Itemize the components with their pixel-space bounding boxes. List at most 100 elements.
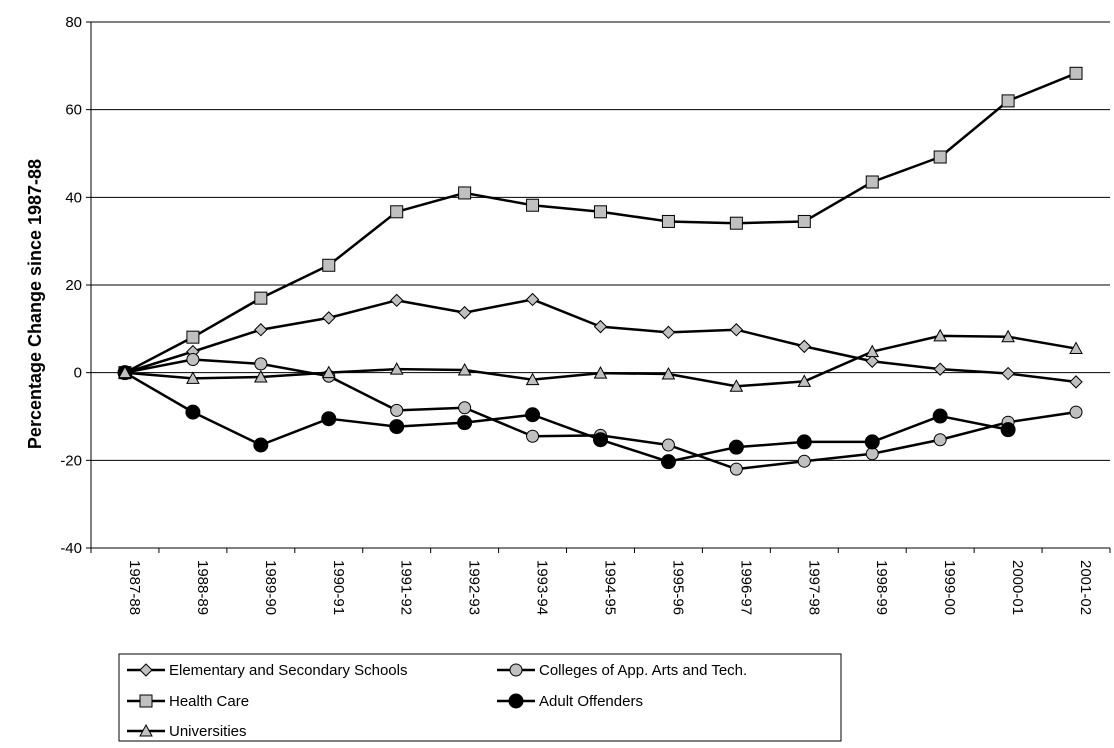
data-point-circle (661, 438, 675, 452)
data-point-circle (457, 415, 473, 431)
x-tick-label: 2001-02 (1077, 560, 1094, 615)
data-point-circle (729, 462, 743, 476)
data-point-circle (1069, 405, 1083, 419)
data-point-triangle (797, 374, 812, 387)
data-point-triangle (457, 362, 472, 376)
data-point-square (390, 205, 404, 219)
legend-label: Health Care (169, 693, 249, 710)
y-tick-label: 60 (65, 102, 82, 119)
x-tick-label: 1996-97 (737, 560, 754, 615)
data-point-circle (1000, 422, 1016, 438)
data-point-circle (526, 429, 540, 443)
legend-box (118, 653, 842, 742)
data-point-diamond (322, 311, 336, 325)
data-point-square (933, 150, 947, 164)
series-elementary-and-secondary-schools (118, 292, 1083, 389)
data-point-circle (865, 447, 879, 461)
data-point-circle (509, 663, 523, 677)
data-point-triangle (729, 379, 744, 392)
data-point-diamond (729, 323, 744, 337)
data-point-diamond (661, 325, 676, 340)
data-point-diamond (139, 663, 153, 677)
data-point-circle (508, 693, 524, 709)
data-point-diamond (593, 319, 608, 334)
y-tick-label: 0 (74, 365, 82, 382)
data-point-square (865, 175, 879, 189)
x-tick-label: 1988-89 (194, 560, 211, 615)
data-point-circle (660, 454, 676, 470)
data-point-circle (253, 437, 269, 453)
data-point-circle (593, 432, 608, 448)
data-point-triangle (1069, 341, 1083, 355)
y-tick-label: 40 (65, 189, 82, 206)
data-point-circle (186, 353, 200, 367)
data-point-triangle (118, 365, 132, 379)
data-point-circle (389, 419, 405, 435)
data-point-square (186, 330, 200, 344)
data-point-square (526, 198, 540, 212)
legend-label: Adult Offenders (539, 693, 643, 710)
x-tick-label: 2000-01 (1009, 560, 1026, 615)
x-tick-label: 1998-99 (873, 560, 890, 615)
data-point-square (1001, 94, 1015, 108)
data-point-square (729, 216, 743, 230)
y-tick-label: -20 (60, 452, 82, 469)
legend: Elementary and Secondary Schools Colleges… (118, 653, 842, 742)
data-point-circle (864, 434, 880, 450)
data-point-diamond (389, 293, 404, 308)
series-universities (118, 328, 1083, 392)
x-tick-label: 1992-93 (466, 560, 483, 615)
data-point-square (661, 214, 675, 228)
data-point-circle (321, 411, 337, 427)
data-point-circle (933, 433, 947, 447)
x-tick-label: 1993-94 (534, 560, 551, 615)
data-point-circle (797, 454, 811, 468)
x-tick-label: 1999-00 (941, 560, 958, 615)
legend-item: Universities (127, 723, 247, 740)
series-adult-offenders (117, 365, 1016, 470)
legend-item: Elementary and Secondary Schools (127, 662, 407, 679)
data-point-triangle (525, 372, 540, 386)
data-point-circle (390, 403, 404, 417)
legend-label: Universities (169, 723, 247, 740)
data-point-circle (728, 439, 744, 455)
data-point-triangle (139, 723, 153, 737)
x-tick-label: 1987-88 (126, 560, 143, 615)
data-point-diamond (254, 323, 268, 337)
data-point-triangle (186, 371, 200, 384)
data-point-circle (932, 408, 948, 424)
data-point-square (594, 205, 607, 219)
series-line (124, 371, 1009, 463)
data-point-triangle (1001, 329, 1015, 343)
data-point-triangle (253, 370, 268, 383)
x-tick-label: 1997-98 (805, 560, 822, 615)
data-point-circle (796, 434, 812, 450)
data-point-diamond (1001, 366, 1015, 381)
x-tick-label: 1991-92 (398, 560, 415, 615)
data-point-circle (254, 357, 268, 371)
data-point-diamond (525, 292, 540, 307)
data-point-diamond (933, 362, 947, 376)
data-point-square (1069, 66, 1083, 80)
data-point-square (797, 214, 811, 228)
legend-item: Adult Offenders (497, 693, 643, 710)
legend-item: Health Care (127, 693, 249, 710)
data-point-diamond (1069, 375, 1083, 389)
data-point-diamond (865, 354, 879, 368)
data-point-square (139, 694, 153, 708)
x-tick-label: 1995-96 (669, 560, 686, 615)
data-point-triangle (933, 328, 948, 342)
legend-item: Colleges of App. Arts and Tech. (497, 662, 747, 679)
data-point-circle (458, 401, 472, 415)
data-point-circle (525, 407, 541, 423)
data-point-triangle (593, 366, 608, 379)
data-point-square (254, 291, 268, 305)
data-point-triangle (321, 365, 336, 379)
data-point-triangle (389, 362, 404, 375)
y-tick-label: -40 (60, 540, 82, 557)
x-tick-label: 1989-90 (262, 560, 279, 615)
data-point-diamond (797, 339, 812, 354)
legend-label: Colleges of App. Arts and Tech. (539, 662, 747, 679)
